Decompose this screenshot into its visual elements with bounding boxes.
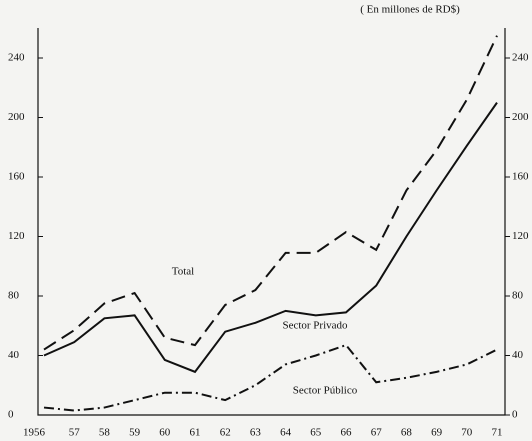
series-line xyxy=(43,102,498,374)
x-tick-label: 65 xyxy=(310,427,322,439)
y2-tick-label: 160 xyxy=(512,171,529,183)
x-tick-label: 67 xyxy=(371,427,383,439)
x-tick-label: 58 xyxy=(99,427,111,439)
x-tick-label: 62 xyxy=(220,427,231,439)
y-tick-label: 0 xyxy=(8,409,14,421)
chart-subtitle: ( En millones de RD$) xyxy=(360,4,460,16)
x-tick-label: 1956 xyxy=(23,427,46,439)
x-tick-label: 59 xyxy=(129,427,141,439)
y-tick-label: 120 xyxy=(8,230,25,242)
y2-tick-label: 80 xyxy=(512,290,524,302)
series-line xyxy=(43,35,498,351)
series-label: Sector Público xyxy=(293,385,358,397)
axis-frame xyxy=(37,28,506,416)
y2-tick-label: 40 xyxy=(512,349,524,361)
y-tick-label: 200 xyxy=(8,111,25,123)
x-tick-label: 70 xyxy=(461,427,473,439)
series-label: Sector Privado xyxy=(282,320,348,332)
series-line xyxy=(43,343,498,412)
y2-tick-label: 200 xyxy=(512,111,529,123)
y-tick-label: 80 xyxy=(8,290,20,302)
y2-tick-label: 120 xyxy=(512,230,529,242)
x-tick-label: 57 xyxy=(69,427,81,439)
y-tick-label: 240 xyxy=(8,52,25,64)
x-tick-label: 64 xyxy=(280,427,292,439)
x-tick-label: 63 xyxy=(250,427,262,439)
x-tick-label: 69 xyxy=(431,427,443,439)
y2-tick-label: 0 xyxy=(512,409,518,421)
x-tick-label: 61 xyxy=(190,427,201,439)
x-tick-label: 66 xyxy=(341,427,353,439)
y2-tick-label: 240 xyxy=(512,52,529,64)
x-tick-label: 60 xyxy=(159,427,171,439)
x-tick-label: 71 xyxy=(492,427,503,439)
y-tick-label: 160 xyxy=(8,171,25,183)
x-tick-label: 68 xyxy=(401,427,413,439)
series-label: Total xyxy=(172,266,194,278)
y-tick-label: 40 xyxy=(8,349,20,361)
